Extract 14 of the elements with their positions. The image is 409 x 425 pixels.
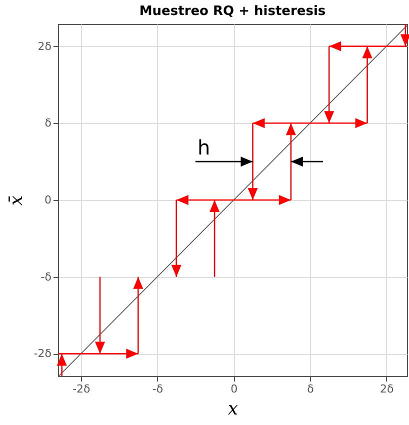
chart-title: Muestreo RQ + histeresis xyxy=(139,4,326,19)
y-tick-label: 0 xyxy=(44,194,52,206)
y-tick-label: -2δ xyxy=(34,347,52,360)
x-tick-label: 2δ xyxy=(380,382,394,396)
y-tick-label: δ xyxy=(44,116,52,130)
x-axis-title: x xyxy=(228,398,238,420)
y-tick-label: 2δ xyxy=(38,40,52,53)
x-tick-label: -δ xyxy=(152,382,164,396)
y-axis-title: x̄ xyxy=(6,195,27,206)
x-tick-label: -2δ xyxy=(72,382,91,396)
y-tick-label: -δ xyxy=(40,270,52,284)
legend-label: h xyxy=(197,136,210,160)
x-tick-label: 0 xyxy=(230,382,238,396)
x-tick-label: δ xyxy=(307,382,314,396)
